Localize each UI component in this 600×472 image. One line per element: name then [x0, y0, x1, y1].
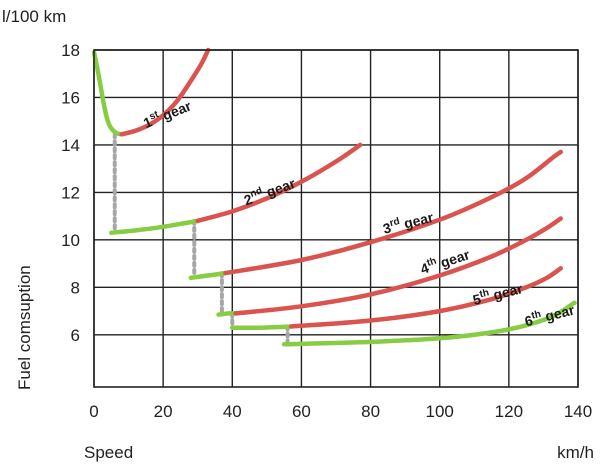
y-tick-label: 6 [71, 326, 80, 345]
gear-3-efficient-curve [188, 270, 228, 281]
x-axis-label: Speed [84, 443, 133, 462]
gear-6-efficient-curve [281, 300, 577, 347]
gear-3-label: 3rd gear [381, 208, 435, 237]
gear-2-efficient-curve [109, 218, 200, 235]
y-tick-labels: 6 8 10 12 14 16 18 [61, 41, 80, 345]
x-tick-label: 40 [223, 402, 242, 421]
gear-curves [91, 47, 577, 347]
x-tick-label: 80 [361, 402, 380, 421]
x-tick-label: 120 [495, 402, 523, 421]
x-axis-unit: km/h [557, 443, 594, 462]
y-tick-label: 8 [71, 278, 80, 297]
gear-4-curve [233, 216, 563, 316]
x-tick-label: 140 [564, 402, 592, 421]
gear-6-label: 6th gear [523, 300, 577, 329]
y-tick-label: 14 [61, 136, 80, 155]
gear-4-efficient-curve [216, 311, 238, 317]
y-axis-label: Fuel comsuption [15, 265, 34, 390]
gear-1-efficient-curve [91, 50, 124, 137]
gear-1-label: 1st gear [141, 96, 194, 131]
gear-shift-lines [112, 132, 290, 346]
gear-5-label: 5th gear [471, 279, 525, 308]
plot-frame [93, 49, 579, 388]
x-tick-label: 20 [154, 402, 173, 421]
gear-5-curve [288, 266, 563, 329]
gear-3-curve [223, 149, 563, 276]
y-tick-label: 18 [61, 41, 80, 60]
x-tick-labels: 0 20 40 60 80 100 120 140 [89, 402, 592, 421]
y-tick-label: 12 [61, 183, 80, 202]
gear-2-curve [195, 142, 363, 224]
y-axis-unit: l/100 km [2, 7, 66, 26]
gear-2-label: 2nd gear [241, 174, 298, 208]
x-tick-label: 0 [89, 402, 98, 421]
x-tick-label: 60 [292, 402, 311, 421]
y-tick-label: 16 [61, 88, 80, 107]
gear-5-efficient-curve [230, 324, 294, 331]
chart-grid [93, 49, 579, 387]
x-tick-label: 100 [426, 402, 454, 421]
y-tick-label: 10 [61, 231, 80, 250]
gear-1-curve [119, 47, 211, 137]
